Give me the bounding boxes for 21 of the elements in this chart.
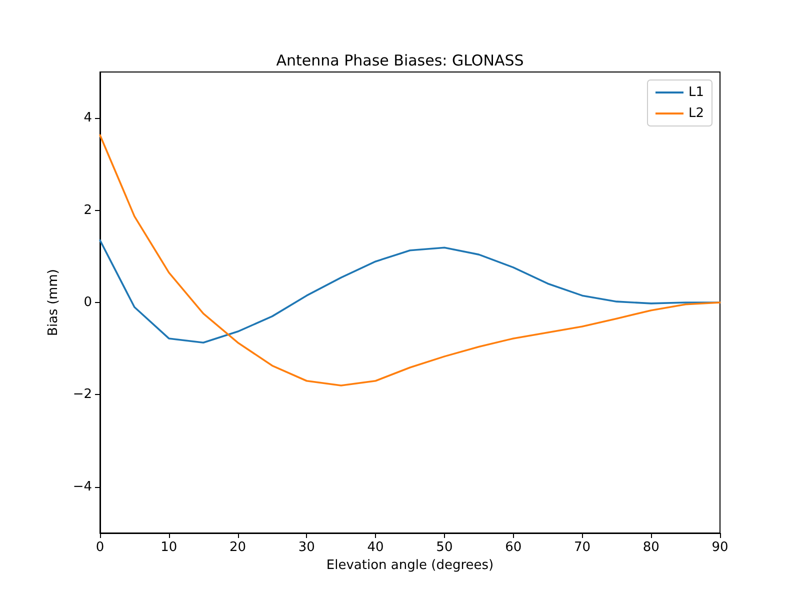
x-tick-label: 60 [505,540,522,555]
x-tick-label: 40 [367,540,384,555]
x-tick-label: 80 [642,540,660,555]
x-tick-label: 10 [160,540,178,555]
x-tick-label: 50 [436,540,453,555]
legend-label: L1 [688,85,704,100]
x-tick-label: 0 [96,540,104,555]
line-series [99,134,721,386]
y-axis-title: Bias (mm) [46,269,61,336]
y-tick-label: 4 [84,110,92,126]
x-tick-label: 30 [298,540,315,555]
x-axis-title: Elevation angle (degrees) [326,558,494,573]
x-tick-label: 70 [574,540,590,555]
y-tick-label: 0 [84,295,92,310]
y-tick-label: 2 [84,202,92,218]
x-tick-label: 90 [712,540,728,555]
legend-label: L2 [688,106,704,121]
chart-title: Antenna Phase Biases: GLONASS [276,52,524,70]
y-tick-label: −4 [72,479,92,494]
y-tick-label: −2 [72,387,92,402]
x-tick-label: 20 [230,540,246,555]
